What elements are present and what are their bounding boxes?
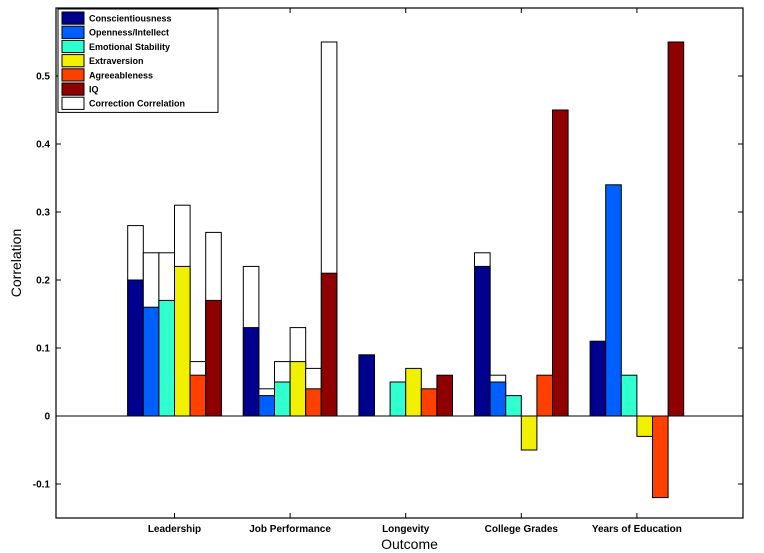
legend-label: Correction Correlation — [89, 99, 185, 109]
y-tick-label: -0.1 — [33, 480, 51, 491]
legend-swatch — [61, 68, 85, 82]
x-tick-label: Job Performance — [249, 524, 331, 535]
legend-label: Agreeableness — [89, 70, 153, 80]
bar — [474, 265, 491, 417]
y-tick-label: 0.1 — [36, 344, 50, 355]
bar — [636, 415, 654, 437]
y-tick-label: 0 — [44, 412, 50, 423]
x-tick-label: Longevity — [382, 524, 430, 535]
ticks-layer: -0.1 0 0.1 0.2 0.3 0.4 0.5 Leadership Job Perfor… — [33, 8, 743, 535]
y-tick-label: 0.4 — [36, 140, 50, 151]
bar — [405, 367, 422, 417]
legend-swatch — [61, 11, 85, 25]
bar — [320, 272, 338, 417]
bar — [189, 374, 207, 417]
x-tick-label: Leadership — [148, 524, 201, 535]
legend-swatch — [61, 54, 85, 68]
y-tick-label: 0.2 — [36, 276, 50, 287]
bar — [620, 374, 638, 417]
bar — [274, 381, 291, 417]
bar — [142, 306, 160, 417]
bar — [174, 265, 191, 417]
bar — [389, 381, 407, 417]
bar — [552, 109, 569, 417]
bar — [127, 279, 144, 417]
bar — [536, 374, 554, 417]
bar — [242, 327, 260, 417]
bar — [489, 381, 507, 417]
legend: Conscientiousness Openness/Intellect Emoti… — [57, 8, 219, 113]
bar — [358, 354, 375, 417]
y-axis-label: Correlation — [8, 229, 24, 297]
bar — [420, 388, 438, 417]
bar — [505, 395, 522, 417]
bars-layer — [127, 41, 685, 499]
y-tick-label: 0.5 — [36, 72, 50, 83]
legend-swatch — [61, 96, 85, 110]
plot-frame — [55, 7, 744, 519]
legend-label: Openness/Intellect — [89, 28, 169, 38]
bar — [289, 361, 307, 417]
legend-label: Extraversion — [89, 56, 144, 66]
bar — [258, 395, 275, 417]
bar — [158, 299, 175, 417]
bar — [436, 374, 453, 417]
bar — [589, 340, 607, 417]
legend-swatch — [61, 25, 85, 39]
legend-swatch — [61, 82, 85, 96]
bar — [205, 299, 222, 417]
bar — [652, 415, 669, 499]
legend-box — [57, 8, 219, 113]
bar — [667, 41, 685, 417]
legend-label: Conscientiousness — [89, 14, 172, 24]
x-tick-label: College Grades — [485, 524, 559, 535]
bar — [305, 388, 322, 417]
y-tick-label: 0.3 — [36, 208, 50, 219]
bar — [520, 415, 538, 451]
legend-label: Emotional Stability — [89, 42, 170, 52]
bar — [605, 184, 622, 417]
legend-swatch — [61, 39, 85, 54]
legend-label: IQ — [89, 85, 99, 95]
x-axis-label: Outcome — [381, 536, 438, 552]
x-tick-label: Years of Education — [592, 524, 682, 535]
